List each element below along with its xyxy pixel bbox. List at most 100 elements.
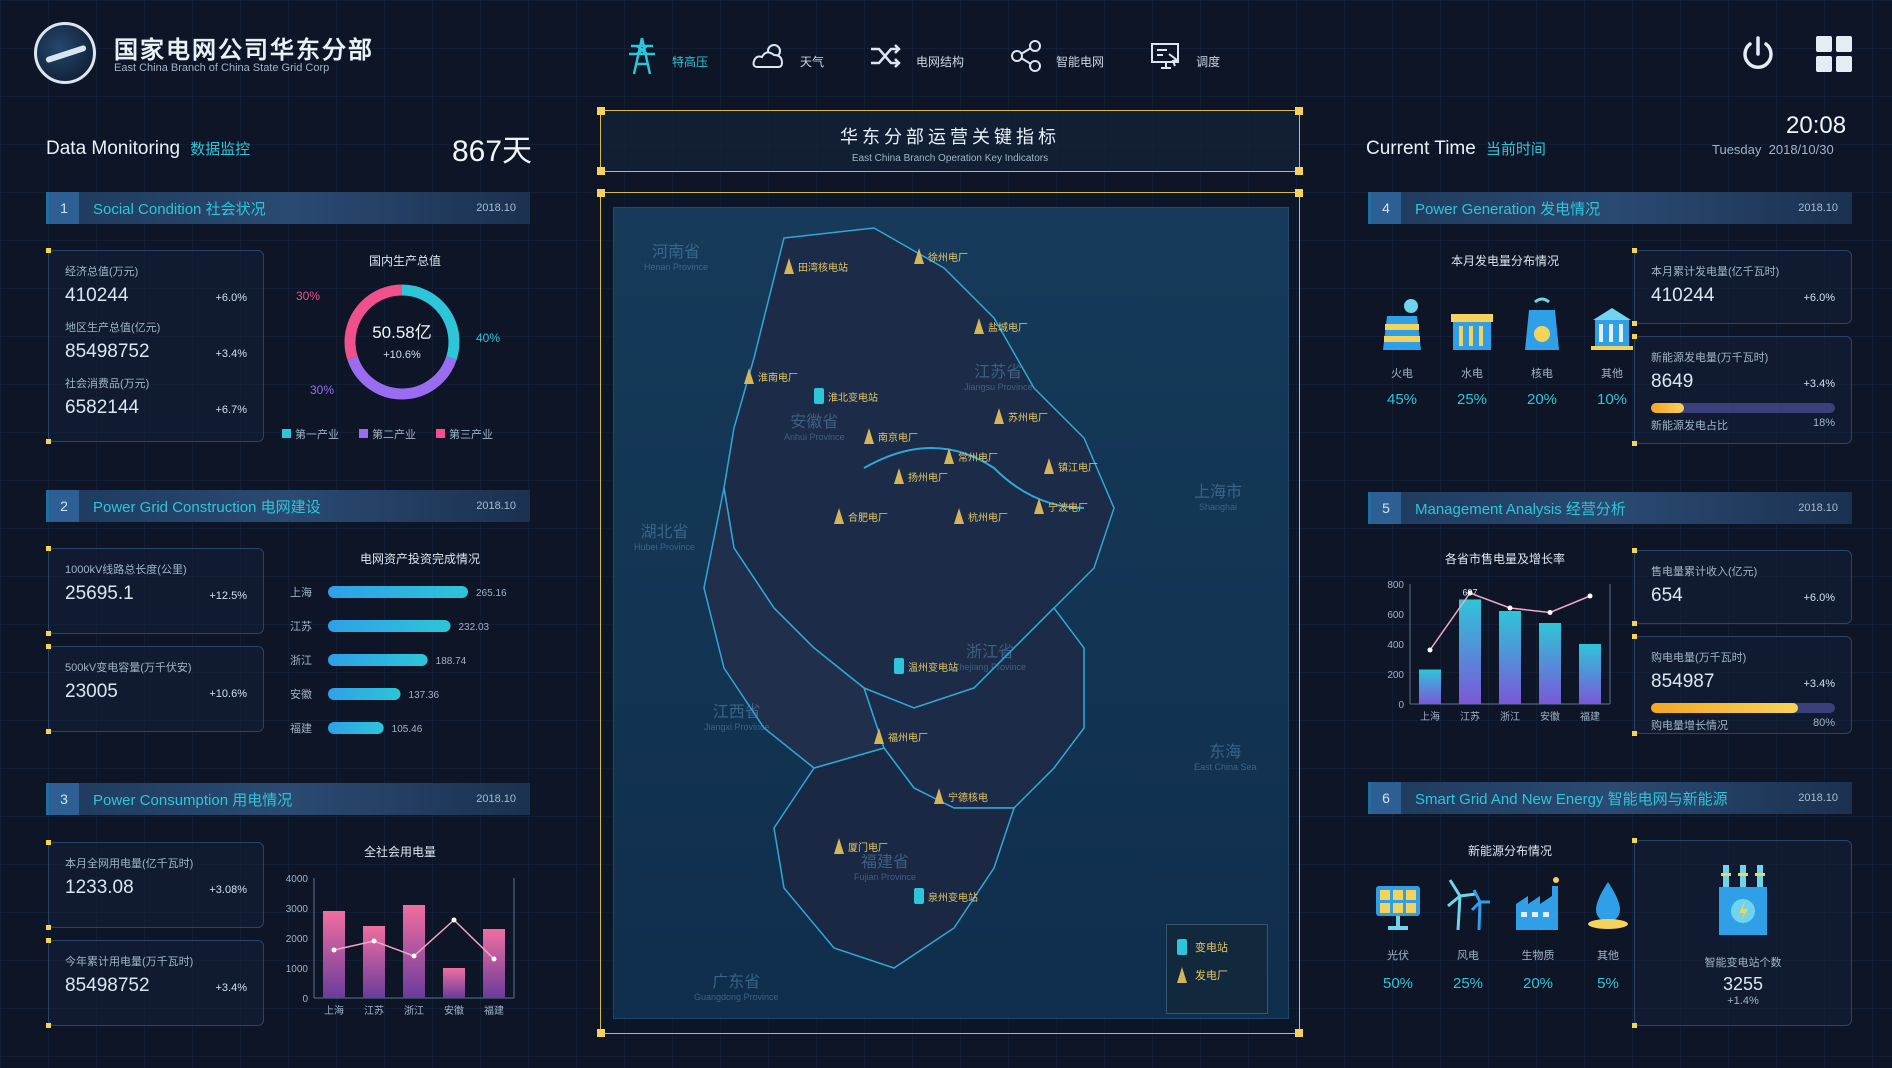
- map-marker[interactable]: 徐州电厂: [914, 248, 968, 264]
- nav-weather[interactable]: 天气: [748, 24, 824, 78]
- gdp-donut-chart: 50.58亿 +10.6% 30% 40% 30%: [296, 284, 500, 400]
- gen-type-hydro: 水电 25%: [1446, 296, 1498, 408]
- panel-title: Power Grid Construction 电网建设: [93, 498, 321, 516]
- stat-value: 23005: [65, 681, 118, 702]
- map-marker[interactable]: 厦门电厂: [834, 838, 888, 854]
- nav-grid-structure[interactable]: 电网结构: [864, 24, 964, 78]
- stat-value: 85498752: [65, 975, 150, 996]
- substation-change: +1.4%: [1727, 995, 1759, 1007]
- nav-smart-grid[interactable]: 智能电网: [1004, 24, 1104, 78]
- kpi-banner: 华东分部运营关键指标 East China Branch Operation K…: [597, 107, 1303, 175]
- marker-label: 苏州电厂: [1008, 412, 1048, 424]
- smart-grid-header: 6 Smart Grid And New Energy 智能电网与新能源 201…: [1368, 782, 1852, 814]
- date: 2018/10/30: [1768, 142, 1834, 157]
- category-label: 安徽: [290, 687, 312, 701]
- map-marker[interactable]: 苏州电厂: [994, 408, 1048, 424]
- trend-point: [451, 917, 457, 923]
- donut-slice: [401, 284, 460, 360]
- map-marker[interactable]: 宁波电厂: [1034, 498, 1088, 514]
- panel-date: 2018.10: [1798, 502, 1838, 514]
- marker-label: 盐城电厂: [988, 322, 1028, 334]
- stat-value: 854987: [1651, 671, 1715, 692]
- legend-substation: 变电站: [1177, 939, 1257, 955]
- stat-change: +3.08%: [209, 884, 247, 896]
- map-marker[interactable]: 温州变电站: [894, 658, 958, 674]
- nav-dispatch[interactable]: 调度: [1144, 24, 1220, 78]
- generation-stat-2: 新能源发电量(万千瓦时) 8649 +3.4% 新能源发电占比 18%: [1632, 334, 1852, 446]
- marker-label: 常州电厂: [958, 452, 998, 464]
- region-label: 江苏省 Jiangsu Province: [964, 364, 1033, 392]
- marker-label: 镇江电厂: [1058, 462, 1098, 474]
- state-grid-logo: [34, 22, 96, 84]
- map-marker[interactable]: 扬州电厂: [894, 468, 948, 484]
- y-tick-label: 1000: [286, 964, 309, 975]
- progress-caption: 新能源发电占比 18%: [1651, 417, 1835, 433]
- share-icon: [1004, 34, 1048, 78]
- nav-label: 智能电网: [1056, 55, 1105, 69]
- energy-type-biomass: 生物质 20%: [1512, 876, 1564, 992]
- current-time-title: Current Time 当前时间: [1366, 138, 1546, 160]
- marker-label: 淮南电厂: [758, 372, 798, 384]
- smart-substation-box: 智能变电站个数 3255 +1.4%: [1632, 838, 1852, 1028]
- bar: [328, 688, 401, 700]
- panel-date: 2018.10: [476, 500, 516, 512]
- region-label: 东海 East China Sea: [1194, 744, 1257, 772]
- wind-turbine-icon: [1447, 879, 1490, 931]
- consumption-bar-chart: 4000 3000 2000 1000 0 上海 江苏 浙江 安徽 福建: [286, 874, 515, 1017]
- category-label: 福建: [484, 1004, 504, 1017]
- stat-change: +6.0%: [1803, 592, 1836, 604]
- progress-pct: 80%: [1812, 717, 1835, 729]
- water-drop-icon: [1588, 882, 1628, 929]
- apps-grid-button[interactable]: [1816, 36, 1852, 72]
- kpi-title: 华东分部运营关键指标: [840, 127, 1060, 147]
- gen-type-other: 其他 10%: [1586, 296, 1638, 408]
- progress-caption: 购电量增长情况 80%: [1651, 717, 1835, 733]
- gen-label: 核电: [1531, 368, 1553, 380]
- power-plant-icon: [834, 838, 844, 854]
- map-marker[interactable]: 泉州变电站: [914, 888, 978, 904]
- new-energy-progress-bar: [1651, 403, 1835, 413]
- gen-pct: 20%: [1526, 391, 1558, 408]
- stat-label: 本月全网用电量(亿千瓦时): [65, 858, 194, 870]
- marker-label: 宁波电厂: [1048, 502, 1088, 514]
- gen-pct: 10%: [1596, 391, 1628, 408]
- donut-label-secondary: 40%: [476, 331, 500, 345]
- trend-point: [1427, 647, 1433, 653]
- map-canvas[interactable]: 河南省 Henan Province 江苏省 Jiangsu Province 安徽…: [613, 207, 1289, 1019]
- energy-type-other: 其他 5%: [1582, 876, 1634, 992]
- stat-label: 社会消费品(万元): [65, 378, 150, 390]
- gen-pct: 45%: [1386, 391, 1418, 408]
- power-consumption-header: 3 Power Consumption 用电情况 2018.10: [46, 783, 530, 815]
- bar: [363, 926, 385, 998]
- stat-change: +12.5%: [209, 590, 247, 602]
- stat-value: 25695.1: [65, 583, 134, 604]
- substation-icon: [1719, 865, 1767, 935]
- map-marker[interactable]: 合肥电厂: [834, 508, 888, 524]
- grid-stat-2: 500kV变电容量(万千伏安) 23005 +10.6%: [46, 644, 264, 734]
- map-marker[interactable]: 福州电厂: [874, 728, 928, 744]
- y-tick-label: 400: [1387, 640, 1404, 651]
- map-marker[interactable]: 淮北变电站: [814, 388, 878, 404]
- power-plant-icon: [1177, 967, 1187, 983]
- map-marker[interactable]: 田湾核电站: [784, 258, 848, 274]
- nav-uhv[interactable]: 特高压: [620, 24, 708, 78]
- power-button[interactable]: [1738, 34, 1778, 74]
- stat-change: +3.4%: [1803, 378, 1836, 390]
- map-marker[interactable]: 盐城电厂: [974, 318, 1028, 334]
- map-marker[interactable]: 南京电厂: [864, 428, 918, 444]
- consumption-stat-2: 今年累计用电量(万千瓦时) 85498752 +3.4%: [46, 938, 264, 1028]
- factory-icon: [1516, 877, 1559, 930]
- section-title-cn: 数据监控: [190, 141, 251, 158]
- map-marker[interactable]: 杭州电厂: [954, 508, 1008, 524]
- consumption-chart-title: 全社会用电量: [363, 845, 436, 859]
- map-marker[interactable]: 镇江电厂: [1044, 458, 1098, 474]
- map-marker[interactable]: 宁德核电: [934, 788, 988, 804]
- region-label: 安徽省 Anhui Province: [784, 414, 845, 442]
- consumption-stat-1: 本月全网用电量(亿千瓦时) 1233.08 +3.08%: [46, 840, 264, 930]
- substation-value: 3255: [1722, 974, 1764, 994]
- map-marker[interactable]: 淮南电厂: [744, 368, 798, 384]
- map-marker[interactable]: 常州电厂: [944, 448, 998, 464]
- donut-slice: [344, 284, 403, 360]
- stat-value: 1233.08: [65, 877, 134, 898]
- stat-value: 85498752: [65, 341, 150, 362]
